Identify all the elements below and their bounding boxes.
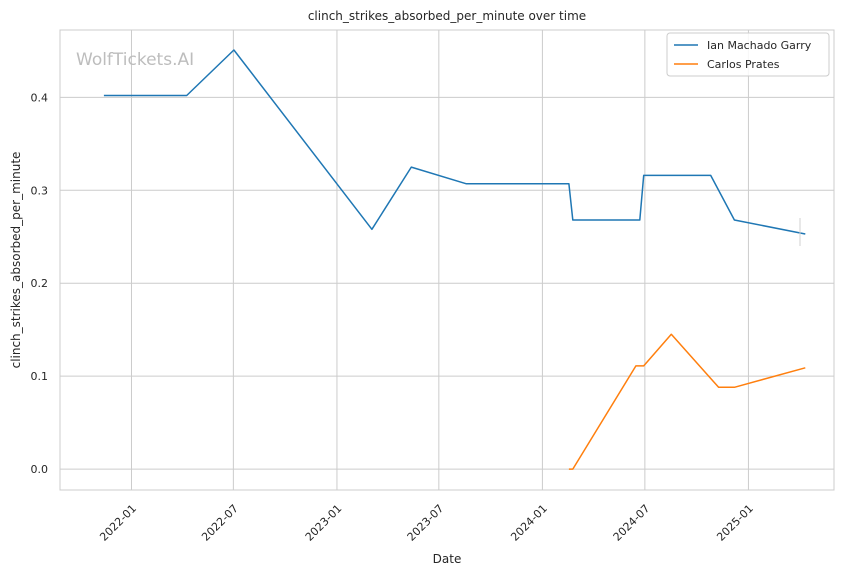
y-axis: 0.0 0.1 0.2 0.3 0.4 [31, 91, 49, 476]
grid [60, 30, 834, 490]
x-axis-label: Date [433, 552, 462, 566]
series-line-1 [568, 333, 806, 470]
x-tick-label: 2022-07 [199, 502, 241, 544]
y-tick-label: 0.1 [31, 370, 49, 383]
y-axis-label: clinch_strikes_absorbed_per_minute [9, 152, 23, 369]
y-tick-label: 0.2 [31, 277, 49, 290]
y-tick-label: 0.3 [31, 184, 49, 197]
watermark: WolfTickets.AI [76, 50, 194, 70]
series-layer [103, 49, 806, 470]
x-tick-label: 2022-01 [97, 502, 139, 544]
x-tick-label: 2025-01 [714, 502, 756, 544]
legend: Ian Machado Garry Carlos Prates [666, 32, 830, 77]
legend-label-prates: Carlos Prates [707, 58, 780, 71]
plot-area [59, 29, 835, 491]
x-tick-label: 2024-01 [508, 502, 550, 544]
legend-box [666, 32, 830, 77]
x-tick-label: 2024-07 [611, 502, 653, 544]
y-tick-label: 0.4 [31, 91, 49, 104]
x-tick-label: 2023-07 [405, 502, 447, 544]
series-line-0 [103, 49, 806, 235]
chart-title: clinch_strikes_absorbed_per_minute over … [308, 9, 586, 23]
legend-label-garry: Ian Machado Garry [707, 39, 812, 52]
x-tick-label: 2023-01 [303, 502, 345, 544]
x-axis: 2022-01 2022-07 2023-01 2023-07 2024-01 2024-… [97, 502, 756, 544]
y-tick-label: 0.0 [31, 463, 49, 476]
